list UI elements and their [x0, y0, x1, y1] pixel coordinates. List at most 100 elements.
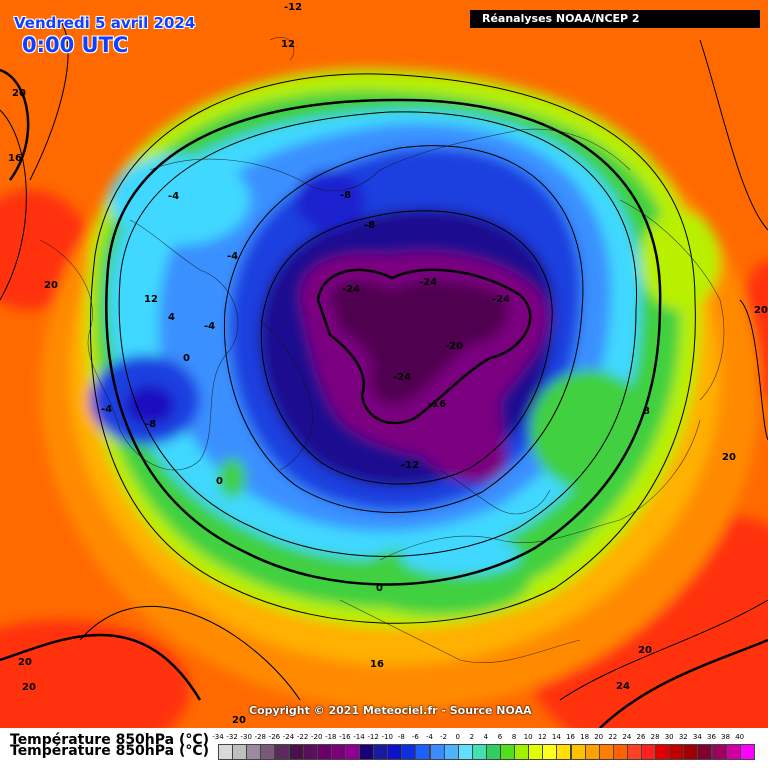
- contour-line: [260, 210, 553, 485]
- legend-swatch: [288, 744, 304, 760]
- contour-label: -4: [168, 191, 179, 202]
- legend-swatch: [246, 744, 262, 760]
- legend-tick-label: 10: [523, 733, 533, 741]
- legend-swatch: [626, 744, 642, 760]
- cyan-patch-europe: [400, 535, 520, 575]
- coastline: [379, 419, 701, 561]
- contour-line: [79, 606, 301, 701]
- legend-title: Température 850hPa (°C): [10, 732, 210, 748]
- contour-label: 16: [370, 659, 384, 670]
- legend-swatch: [598, 744, 614, 760]
- green-patch-west: [218, 458, 246, 498]
- date-title: Vendredi 5 avril 2024: [14, 14, 196, 32]
- legend-swatch: [514, 744, 530, 760]
- legend-tick-label: 2: [469, 733, 475, 741]
- legend-swatch: [584, 744, 600, 760]
- legend-swatch: [556, 744, 572, 760]
- legend-swatch: [739, 744, 755, 760]
- temperature-map: -12 12 20 16 -4 -8 -8 -4 20 12 4 -4 0 -2…: [0, 0, 768, 728]
- contour-line: [118, 111, 638, 557]
- legend-swatch: [612, 744, 628, 760]
- legend-tick-label: 32: [678, 733, 688, 741]
- contour-label: -12: [284, 2, 302, 13]
- legend-tick-label: 6: [497, 733, 503, 741]
- legend-tick-label: -24: [282, 733, 295, 741]
- cold-core-deep: [330, 280, 509, 404]
- legend-swatch: [401, 744, 417, 760]
- legend-swatch: [542, 744, 558, 760]
- contour-line: [739, 299, 768, 441]
- legend-swatch: [655, 744, 671, 760]
- contour-label: 20: [12, 88, 26, 99]
- contour-label: 0: [376, 583, 383, 594]
- legend-tick-label: -2: [440, 733, 448, 741]
- legend-tick-label: 36: [707, 733, 716, 741]
- contour-label: 20: [722, 452, 736, 463]
- legend-swatch: [274, 744, 290, 760]
- legend-tick-label: 16: [566, 733, 575, 741]
- legend-tick-label: 12: [537, 733, 547, 741]
- cyan-pool-west: [110, 155, 250, 245]
- legend-tick-label: -26: [268, 733, 281, 741]
- coastline: [259, 319, 313, 471]
- legend-tick-label: 26: [636, 733, 646, 741]
- legend-swatch: [641, 744, 656, 760]
- contour-label: -4: [227, 251, 238, 262]
- contour-label: 0: [216, 476, 223, 487]
- legend-swatch: [415, 744, 431, 760]
- contour-label: 24: [616, 681, 630, 692]
- green-patch-asia: [530, 370, 650, 490]
- legend-tick-label: 28: [650, 733, 660, 741]
- legend-tick-label: -16: [339, 733, 351, 741]
- legend-swatch: [697, 744, 713, 760]
- legend-tick-label: -28: [254, 733, 267, 741]
- contour-label: 4: [168, 312, 175, 323]
- coastline: [269, 37, 295, 61]
- legend-swatch: [457, 744, 473, 760]
- legend-tick-label: 14: [551, 733, 561, 741]
- contour-label: 20: [232, 715, 246, 726]
- legend-swatch: [302, 744, 318, 760]
- legend-swatch: [218, 744, 233, 760]
- legend-tick-label: 0: [455, 733, 460, 741]
- contour-label: 12: [281, 39, 295, 50]
- contour-line: [29, 19, 69, 181]
- legend-tick-label: -14: [353, 733, 365, 741]
- coastline: [39, 219, 239, 471]
- contour-label: -8: [364, 220, 375, 231]
- legend-tick-label: 30: [664, 733, 674, 741]
- legend-swatch: [330, 744, 346, 760]
- legend-swatch: [471, 744, 487, 760]
- contour-label: -20: [445, 341, 463, 352]
- legend-tick-label: -12: [367, 733, 379, 741]
- contour-label: -4: [101, 404, 112, 415]
- contour-label: -8: [145, 419, 156, 430]
- legend-tick-label: -22: [296, 733, 309, 741]
- contour-label: -24: [393, 372, 411, 383]
- contour-label: 20: [22, 682, 36, 693]
- coastline: [439, 469, 551, 515]
- contour-line-bold: [0, 633, 202, 701]
- contour-label: -24: [492, 294, 510, 305]
- copyright-notice: Copyright © 2021 Meteociel.fr - Source N…: [249, 704, 532, 717]
- legend-tick-label: 38: [721, 733, 731, 741]
- time-title: 0:00 UTC: [22, 33, 129, 57]
- hot-zone-southwest: [0, 620, 190, 728]
- legend-swatch: [260, 744, 276, 760]
- contour-line-bold: [0, 68, 30, 181]
- legend-tick-label: -20: [310, 733, 323, 741]
- contour-label: 20: [18, 657, 32, 668]
- contour-label: -16: [428, 399, 446, 410]
- legend-swatch: [359, 744, 374, 760]
- contour-label: 16: [8, 153, 22, 164]
- legend-tick-label: 34: [692, 733, 702, 741]
- legend-tick-label: 18: [580, 733, 590, 741]
- cold-pool-america-core: [125, 385, 175, 425]
- legend-swatch: [373, 744, 389, 760]
- contour-line: [90, 73, 696, 624]
- legend-swatch: [316, 744, 332, 760]
- legend-tick-label: -6: [411, 733, 419, 741]
- contour-label: 20: [44, 280, 58, 291]
- legend-swatch: [387, 744, 403, 760]
